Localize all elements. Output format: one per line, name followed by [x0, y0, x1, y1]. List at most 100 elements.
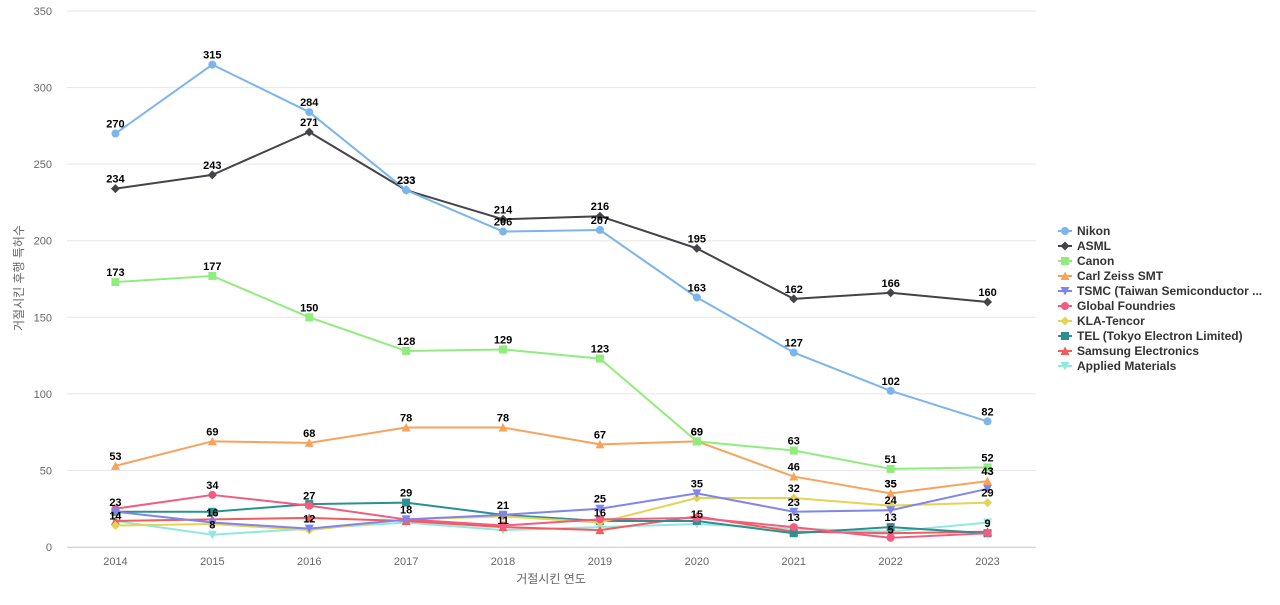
- series-line-tsmc-taiwan-semiconductor: [115, 487, 988, 530]
- data-label: 25: [594, 494, 606, 506]
- series-line-kla-tencor: [115, 496, 988, 532]
- data-point-carl-zeiss-smt: [401, 423, 411, 432]
- data-point-tsmc-taiwan-semiconductor: [886, 506, 896, 515]
- data-point-kla-tencor: [983, 498, 993, 508]
- data-label: 43: [981, 466, 993, 478]
- y-axis-title: 거절시킨 후행 특허수: [11, 225, 26, 331]
- data-point-canon: [692, 437, 701, 446]
- data-point-asml: [692, 243, 702, 253]
- data-point-asml: [886, 288, 896, 298]
- legend-swatch-marker: [1060, 271, 1070, 280]
- data-point-global-foundries: [692, 513, 701, 522]
- data-point-tel-tokyo-electron-limited: [402, 498, 411, 507]
- data-label-carl-zeiss-smt: 35: [885, 478, 897, 490]
- data-label: 9: [984, 518, 990, 530]
- data-point-nikon: [595, 225, 604, 234]
- data-point-asml: [789, 294, 799, 304]
- legend-item-tel-tokyo-electron-limited[interactable]: TEL (Tokyo Electron Limited): [1058, 329, 1243, 343]
- legend-label: KLA-Tencor: [1077, 314, 1145, 328]
- legend-item-applied-materials[interactable]: Applied Materials: [1058, 359, 1177, 373]
- data-point-carl-zeiss-smt: [304, 438, 314, 447]
- data-point-nikon: [789, 348, 798, 357]
- series-asml: [110, 127, 993, 307]
- legend-swatch-marker: [1061, 257, 1069, 265]
- x-tick-label: 2015: [200, 556, 224, 568]
- grid-lines: [67, 10, 1036, 548]
- series-line-tel-tokyo-electron-limited: [115, 501, 988, 535]
- legend-item-canon[interactable]: Canon: [1058, 254, 1114, 268]
- legend-item-samsung-electronics[interactable]: Samsung Electronics: [1058, 344, 1199, 358]
- legend-item-carl-zeiss-smt[interactable]: Carl Zeiss SMT: [1058, 269, 1164, 283]
- data-label: 34: [206, 480, 219, 492]
- data-point-kla-tencor: [110, 521, 120, 531]
- legend-label: Samsung Electronics: [1077, 344, 1199, 358]
- data-point-kla-tencor: [789, 493, 799, 503]
- y-tick-label: 150: [34, 312, 52, 324]
- data-label: 29: [981, 488, 993, 500]
- data-label-canon: 63: [788, 436, 800, 448]
- y-tick-label: 0: [46, 542, 52, 554]
- data-point-nikon: [886, 386, 895, 395]
- data-point-nikon: [692, 293, 701, 302]
- y-tick-label: 250: [34, 159, 52, 171]
- data-label-asml: 162: [785, 284, 803, 296]
- legend-label: ASML: [1077, 239, 1111, 253]
- series-line-carl-zeiss-smt: [115, 426, 988, 495]
- data-label-asml: 243: [203, 160, 221, 172]
- legend-swatch-marker: [1060, 362, 1070, 371]
- data-point-carl-zeiss-smt: [983, 476, 993, 486]
- data-label: 15: [691, 509, 703, 521]
- data-label: 23: [109, 497, 121, 509]
- data-point-asml: [110, 184, 120, 194]
- data-point-global-foundries: [983, 529, 992, 538]
- data-label-canon: 69: [691, 426, 703, 438]
- data-point-samsung-electronics: [304, 513, 314, 522]
- series-canon: [111, 271, 992, 473]
- y-tick-label: 300: [34, 83, 52, 95]
- series-line-global-foundries: [115, 493, 988, 539]
- data-label-nikon: 206: [494, 217, 512, 229]
- data-point-tsmc-taiwan-semiconductor: [595, 504, 605, 514]
- data-point-tsmc-taiwan-semiconductor: [401, 515, 411, 524]
- data-point-global-foundries: [789, 523, 798, 532]
- data-label-canon: 177: [203, 261, 221, 273]
- data-label-nikon: 163: [688, 282, 706, 294]
- data-label-asml: 271: [300, 117, 318, 129]
- data-point-nikon: [305, 108, 314, 117]
- data-point-global-foundries: [886, 533, 895, 542]
- data-point-canon: [111, 278, 120, 287]
- data-label-carl-zeiss-smt: 68: [303, 428, 315, 440]
- data-label-carl-zeiss-smt: 78: [497, 413, 509, 425]
- data-label-carl-zeiss-smt: 46: [788, 462, 800, 474]
- legend-swatch-marker: [1061, 332, 1069, 340]
- data-point-applied-materials: [983, 518, 993, 527]
- data-label-asml: 160: [978, 287, 996, 299]
- data-point-carl-zeiss-smt: [207, 436, 217, 446]
- legend-item-global-foundries[interactable]: Global Foundries: [1058, 299, 1176, 313]
- legend-item-kla-tencor[interactable]: KLA-Tencor: [1058, 314, 1145, 328]
- data-point-tel-tokyo-electron-limited: [789, 529, 798, 538]
- data-label-carl-zeiss-smt: 53: [109, 451, 121, 463]
- data-label-asml: 195: [688, 233, 706, 245]
- data-label-carl-zeiss-smt: 43: [981, 466, 993, 478]
- legend-item-tsmc-taiwan-semiconductor[interactable]: TSMC (Taiwan Semiconductor ...: [1058, 284, 1262, 298]
- legend-item-asml[interactable]: ASML: [1058, 239, 1111, 253]
- data-label-nikon: 127: [785, 338, 803, 350]
- legend-item-nikon[interactable]: Nikon: [1058, 224, 1110, 238]
- series-global-foundries: [111, 490, 992, 542]
- series-carl-zeiss-smt: [110, 423, 993, 498]
- data-point-kla-tencor: [692, 493, 702, 503]
- data-point-tel-tokyo-electron-limited: [886, 523, 895, 532]
- data-point-tsmc-taiwan-semiconductor: [110, 507, 120, 517]
- data-label-carl-zeiss-smt: 69: [691, 426, 703, 438]
- series-lines: [110, 60, 993, 542]
- x-tick-label: 2018: [491, 556, 515, 568]
- data-point-tel-tokyo-electron-limited: [208, 507, 217, 516]
- data-label-canon: 150: [300, 302, 318, 314]
- data-label-nikon: 233: [397, 175, 415, 187]
- data-point-global-foundries: [208, 490, 217, 499]
- data-label: 16: [594, 507, 606, 519]
- data-label: 16: [206, 507, 218, 519]
